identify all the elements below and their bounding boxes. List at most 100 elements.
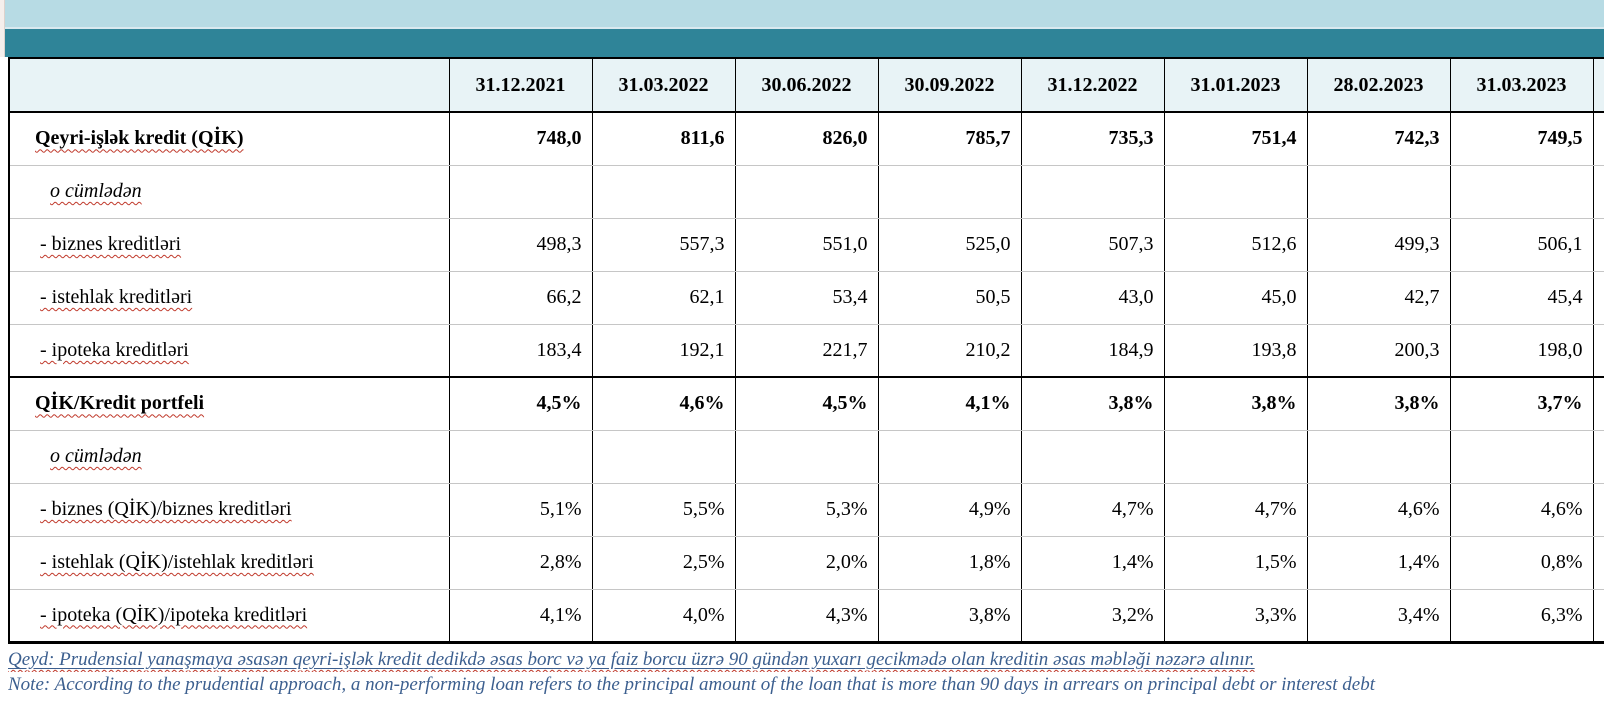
value-cell [448,165,592,219]
value-cell: 557,3 [591,218,735,272]
table-row: - ipoteka (QİK)/ipoteka kreditləri 4,1% 4,… [9,589,1604,642]
row-label-cell: o cümlədən [9,430,449,484]
value-cell: 2,5% [591,536,735,590]
value-cell [1449,430,1593,484]
header-row: 31.12.2021 31.03.2022 30.06.2022 30.09.2022… [9,58,1604,113]
row-label: o cümlədən [50,445,142,467]
table-row: QİK/Kredit portfeli 4,5% 4,6% 4,5% 4,1% 3,8% 3… [9,377,1604,431]
value-cell [877,430,1021,484]
corner-cell [9,58,449,113]
value-cell: 42,7 [1306,271,1450,325]
value-cell: 4,3% [734,589,878,642]
column-header-date: 31.12.2021 [448,58,592,113]
value-cell: 192,1 [591,324,735,378]
value-cell: 4,1% [448,589,592,642]
table-row: - ipoteka kreditləri 183,4 192,1 221,7 210,2… [9,324,1604,378]
value-cell: 200,3 [1306,324,1450,378]
row-label-cell: Qeyri-işlək kredit (QİK) [9,112,449,166]
value-cell: 507,3 [1020,218,1164,272]
row-label: - istehlak (QİK)/istehlak kreditləri [40,551,314,573]
value-cell: 210,2 [877,324,1021,378]
value-cell: 183,4 [448,324,592,378]
column-header-date: 30.06.2022 [734,58,878,113]
value-cell: 3,7% [1449,377,1593,431]
row-label-cell: - biznes (QİK)/biznes kreditləri [9,483,449,537]
table-row: - istehlak (QİK)/istehlak kreditləri 2,8%… [9,536,1604,590]
value-cell: 4,7% [1020,483,1164,537]
row-label-cell: QİK/Kredit portfeli [9,377,449,431]
value-cell: 1,8% [877,536,1021,590]
table-row: - biznes kreditləri 498,3 557,3 551,0 525,0 5… [9,218,1604,272]
value-cell: 4,6% [591,377,735,431]
value-cell [1306,165,1450,219]
value-cell: 4,5% [448,377,592,431]
top-light-bar [5,0,1604,27]
value-cell: 811,6 [591,112,735,166]
value-cell: 551,0 [734,218,878,272]
column-header-date: 30.09.2022 [877,58,1021,113]
npl-table: 31.12.2021 31.03.2022 30.06.2022 30.09.2022… [8,57,1604,644]
value-cell: 512,6 [1163,218,1307,272]
value-cell: 0,8% [1449,536,1593,590]
value-cell: 5,3% [734,483,878,537]
row-label-cell: - biznes kreditləri [9,218,449,272]
value-cell [1020,165,1164,219]
row-label-cell: o cümlədən [9,165,449,219]
value-cell: 50,5 [877,271,1021,325]
row-label: - ipoteka (QİK)/ipoteka kreditləri [40,603,308,626]
row-label: - istehlak kreditləri [40,286,193,308]
table-row: o cümlədən [9,165,1604,219]
partial-column-cell [1592,483,1604,537]
value-cell: 2,8% [448,536,592,590]
partial-column-cell [1592,218,1604,272]
value-cell [734,165,878,219]
column-header-date: 31.03.2022 [591,58,735,113]
value-cell [1163,430,1307,484]
value-cell: 53,4 [734,271,878,325]
value-cell [1020,430,1164,484]
value-cell: 1,5% [1163,536,1307,590]
value-cell: 66,2 [448,271,592,325]
value-cell: 4,1% [877,377,1021,431]
value-cell: 5,5% [591,483,735,537]
value-cell: 4,6% [1306,483,1450,537]
value-cell: 2,0% [734,536,878,590]
value-cell: 221,7 [734,324,878,378]
value-cell: 826,0 [734,112,878,166]
value-cell [1163,165,1307,219]
value-cell [877,165,1021,219]
value-cell: 184,9 [1020,324,1164,378]
value-cell: 3,8% [1020,377,1164,431]
row-label: o cümlədən [50,180,142,202]
value-cell: 4,6% [1449,483,1593,537]
partial-column-cell [1592,430,1604,484]
row-label-cell: - ipoteka (QİK)/ipoteka kreditləri [9,589,449,642]
value-cell: 4,0% [591,589,735,642]
table-row: - biznes (QİK)/biznes kreditləri 5,1% 5,5%… [9,483,1604,537]
column-header-date: 31.03.2023 [1449,58,1593,113]
column-header-date: 31.01.2023 [1163,58,1307,113]
value-cell: 45,4 [1449,271,1593,325]
column-header-date: 31.12.2022 [1020,58,1164,113]
value-cell: 1,4% [1020,536,1164,590]
row-label: Qeyri-işlək kredit (QİK) [35,127,244,150]
partial-column-header [1592,58,1604,113]
value-cell: 45,0 [1163,271,1307,325]
value-cell: 499,3 [1306,218,1450,272]
note-english: Note: According to the prudential approa… [8,674,1376,695]
value-cell: 748,0 [448,112,592,166]
table-header: 31.12.2021 31.03.2022 30.06.2022 30.09.2022… [9,58,1604,113]
value-cell: 3,8% [877,589,1021,642]
value-cell: 735,3 [1020,112,1164,166]
row-label-cell: - istehlak kreditləri [9,271,449,325]
table-row: - istehlak kreditləri 66,2 62,1 53,4 50,5 43,… [9,271,1604,325]
value-cell: 4,5% [734,377,878,431]
value-cell: 1,4% [1306,536,1450,590]
footnotes: Qeyd: Prudensial yanaşmaya əsasən qeyri-… [8,647,1598,697]
value-cell: 749,5 [1449,112,1593,166]
value-cell: 5,1% [448,483,592,537]
value-cell [1449,165,1593,219]
value-cell: 6,3% [1449,589,1593,642]
table-row: o cümlədən [9,430,1604,484]
row-label-cell: - ipoteka kreditləri [9,324,449,378]
